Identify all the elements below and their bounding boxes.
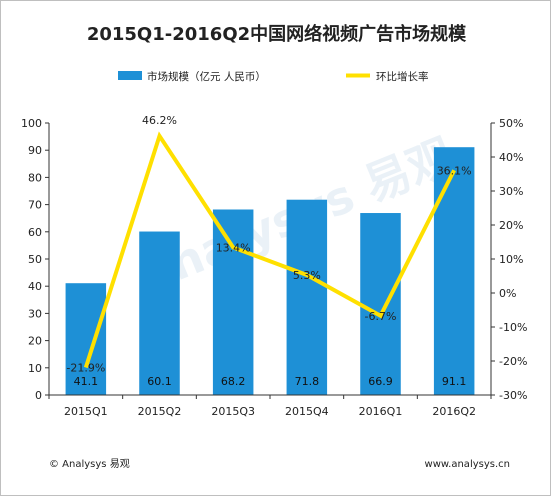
x-axis: 2015Q1 2015Q2 2015Q3 2015Q4 2016Q1 2016Q2 [48,394,492,418]
legend-label-line: 环比增长率 [376,70,429,83]
bar-value-labels: 41.1 60.1 68.2 71.8 66.9 91.1 [74,375,467,388]
footer-url: www.analysys.cn [425,459,510,470]
x-axis-category-label: 2015Q1 [64,405,108,418]
x-axis-category-label: 2016Q2 [432,405,476,418]
bar [433,147,475,395]
right-axis-tick-label: 30% [499,185,523,198]
left-axis-tick-label: 0 [35,389,42,402]
chart-title: 2015Q1-2016Q2中国网络视频广告市场规模 [87,23,467,45]
right-axis-tick-label: 20% [499,219,523,232]
bar-value-label: 91.1 [442,375,467,388]
line-value-label: -6.7% [365,310,397,323]
left-axis-tick-label: 80 [28,171,42,184]
right-axis-tick-label: -20% [499,355,527,368]
left-axis-tick-label: 30 [28,307,42,320]
right-axis-tick-label: 50% [499,117,523,130]
bar [360,213,401,395]
left-axis-tick-label: 70 [28,199,42,212]
line-value-label: 36.1% [437,164,472,177]
x-axis-category-label: 2015Q2 [138,405,182,418]
left-axis-tick-label: 90 [28,144,42,157]
left-axis: 0 10 20 30 40 50 60 70 80 90 100 [21,117,50,402]
x-axis-category-label: 2016Q1 [359,405,403,418]
line-value-labels: -21.9% 46.2% 13.4% 5.3% -6.7% 36.1% [66,114,471,375]
line-series [83,131,456,369]
line-value-label: 5.3% [293,269,321,282]
right-axis-tick-label: 40% [499,151,523,164]
left-axis-tick-label: 40 [28,280,42,293]
legend: 市场规模（亿元 人民币） 环比增长率 [118,70,429,83]
bar-value-label: 41.1 [74,375,99,388]
bar [65,283,107,395]
bar-value-label: 68.2 [221,375,246,388]
right-axis-tick-label: -30% [499,389,527,402]
right-axis-tick-label: -10% [499,321,527,334]
right-axis-tick-label: 0% [499,287,516,300]
bar [212,209,254,395]
x-axis-category-label: 2015Q3 [211,405,255,418]
bar-series [65,147,475,395]
x-axis-category-label: 2015Q4 [285,405,329,418]
growth-rate-line [83,131,456,369]
line-value-label: -21.9% [66,361,105,374]
footer-copyright: © Analysys 易观 [49,458,130,470]
left-axis-tick-label: 60 [28,226,42,239]
bar [139,231,180,395]
right-axis-tick-label: 10% [499,253,523,266]
legend-label-bar: 市场规模（亿元 人民币） [147,70,266,83]
line-value-label: 46.2% [142,114,177,127]
bar [286,199,328,395]
left-axis-tick-label: 20 [28,335,42,348]
left-axis-tick-label: 100 [21,117,42,130]
bar-value-label: 66.9 [368,375,393,388]
right-axis: -30% -20% -10% 0% 10% 20% 30% 40% 50% [490,117,527,402]
left-axis-tick-label: 50 [28,253,42,266]
line-value-label: 13.4% [216,241,251,254]
bar-value-label: 60.1 [147,375,172,388]
bar-value-label: 71.8 [295,375,320,388]
legend-swatch-bar [118,71,142,80]
left-axis-tick-label: 10 [28,362,42,375]
